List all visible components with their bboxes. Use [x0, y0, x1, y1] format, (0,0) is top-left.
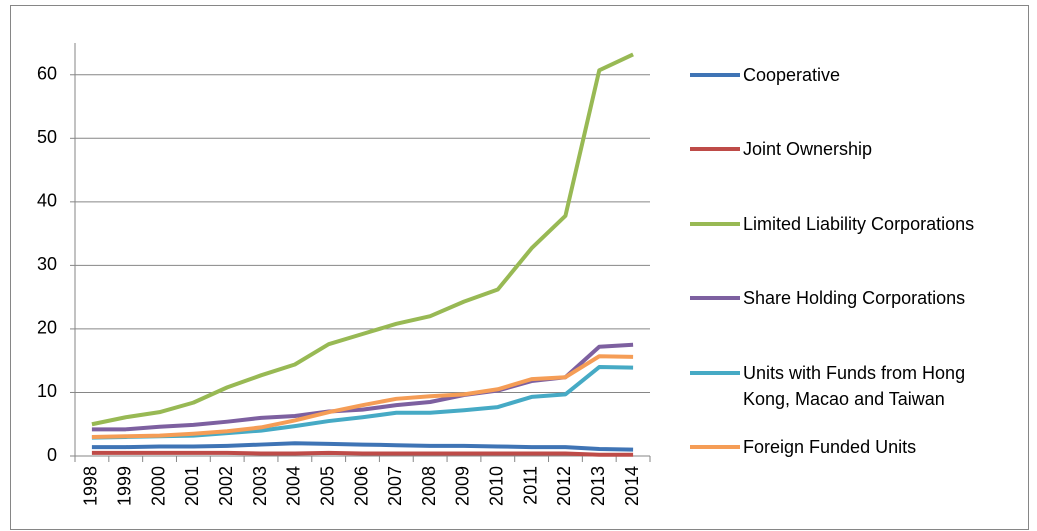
- x-tick-label: 2014: [622, 466, 642, 506]
- legend-swatch: [690, 370, 740, 375]
- x-tick-label: 2001: [182, 466, 202, 506]
- y-tick-label: 0: [47, 445, 57, 465]
- series-line: [91, 441, 634, 452]
- legend-swatch: [690, 221, 740, 226]
- x-tick-label: 1999: [114, 466, 134, 506]
- y-tick-label: 30: [37, 254, 57, 274]
- x-tick-label: 2013: [588, 466, 608, 506]
- x-tick-label: 2007: [385, 466, 405, 506]
- x-tick-label: 2012: [554, 466, 574, 506]
- x-tick-label: 2005: [317, 466, 337, 506]
- legend-label: Units with Funds from Hong Kong, Macao a…: [743, 362, 966, 409]
- legend-item: Limited Liability Corporations: [690, 211, 990, 237]
- legend-item: Foreign Funded Units: [690, 434, 990, 460]
- x-tick-label: 1998: [81, 466, 101, 506]
- x-tick-label: 2003: [250, 466, 270, 506]
- legend-label: Cooperative: [743, 65, 841, 85]
- legend-item: Cooperative: [690, 62, 990, 88]
- legend-label: Limited Liability Corporations: [743, 213, 975, 234]
- legend-swatch: [690, 147, 740, 152]
- y-tick-label: 40: [37, 191, 57, 211]
- legend-swatch: [690, 296, 740, 301]
- x-tick-label: 2002: [216, 466, 236, 506]
- series-line: [91, 354, 634, 439]
- legend-label: Joint Ownership: [743, 139, 873, 160]
- x-tick-label: 2010: [487, 466, 507, 506]
- series-line: [91, 450, 634, 457]
- y-tick-label: 20: [37, 318, 57, 338]
- y-tick-label: 60: [37, 64, 57, 84]
- x-tick-label: 2004: [284, 466, 304, 506]
- x-tick-label: 2011: [520, 466, 540, 505]
- y-tick-label: 10: [37, 381, 57, 401]
- series-line: [91, 52, 634, 427]
- legend-label: Share Holding Corporations: [743, 288, 966, 309]
- x-tick-label: 2000: [148, 466, 168, 506]
- x-tick-label: 2009: [453, 466, 473, 506]
- legend-swatch: [690, 73, 740, 77]
- legend-label: Foreign Funded Units: [743, 437, 917, 457]
- x-tick-label: 2006: [351, 466, 371, 506]
- legend-swatch: [690, 445, 740, 449]
- legend-item: Share Holding Corporations: [690, 285, 990, 311]
- legend-item: Units with Funds from Hong Kong, Macao a…: [690, 360, 990, 412]
- x-tick-label: 2008: [419, 466, 439, 506]
- legend-item: Joint Ownership: [690, 136, 990, 162]
- y-tick-label: 50: [37, 127, 57, 147]
- chart-border: [10, 5, 1029, 530]
